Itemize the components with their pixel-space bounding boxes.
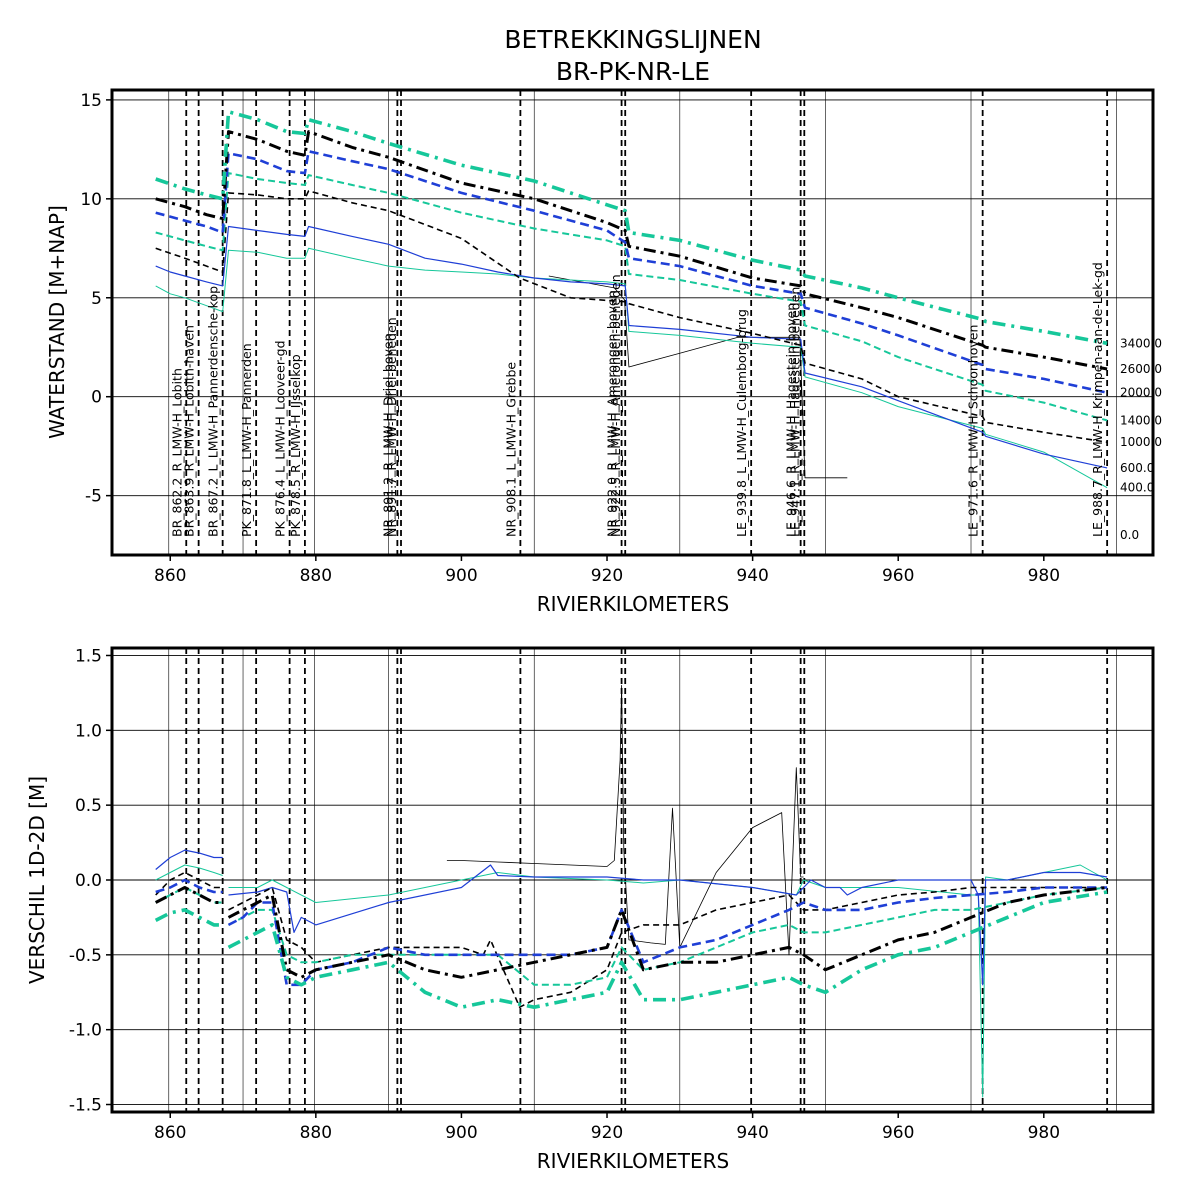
x-tick-label: 960 bbox=[882, 566, 914, 586]
y-tick-label: 0.0 bbox=[75, 871, 102, 891]
series-line-green-dashdot bbox=[154, 890, 1108, 1009]
x-tick-label: 980 bbox=[1028, 1123, 1060, 1143]
bottom-panel-verschil: 1.5 1.0 0.5 0.0 -0.5 -1.0 -1.5 860 880 900 920 940 9… bbox=[69, 646, 1155, 1143]
series-line-black-dash bbox=[155, 190, 1108, 443]
x-tick-label: 860 bbox=[154, 1123, 186, 1143]
series-line-black-dashdot bbox=[155, 886, 1108, 979]
series-lines bbox=[155, 110, 1108, 489]
x-tick-label: 880 bbox=[300, 1123, 332, 1143]
y-tick-label: 0.5 bbox=[75, 796, 102, 816]
series-line-green-dashdot bbox=[155, 110, 1108, 346]
series-line-black-thin bbox=[548, 275, 848, 479]
station-label: PK_871.8_L_LMW-H_Pannerden bbox=[239, 343, 254, 537]
discharge-label: 0.0 bbox=[1120, 528, 1139, 542]
y-tick-label: -0.5 bbox=[69, 946, 102, 966]
discharge-label: 1000.0 bbox=[1120, 435, 1162, 449]
top-y-axis-title: WATERSTAND [M+NAP] bbox=[45, 205, 69, 439]
bottom-x-axis-title: RIVIERKILOMETERS bbox=[537, 1149, 729, 1173]
station-label: LE_947.1_R_LMW-H_Hagestein-beneden bbox=[787, 287, 802, 537]
y-tick-label: 0 bbox=[91, 388, 102, 408]
plot-frame bbox=[110, 646, 1155, 1114]
discharge-label: 600.0 bbox=[1120, 461, 1154, 475]
series-line-blue-dash bbox=[155, 878, 1108, 987]
y-tick-label: -5 bbox=[85, 487, 102, 507]
x-tick-label: 900 bbox=[445, 566, 477, 586]
discharge-label: 400.0 bbox=[1120, 481, 1154, 495]
y-tick-label: 10 bbox=[80, 190, 102, 210]
series-line-green-thin bbox=[155, 864, 1108, 1098]
y-tick-label: -1.5 bbox=[69, 1096, 102, 1116]
grid: 15 10 5 0 -5 860 880 900 920 940 960 980 bbox=[80, 90, 1153, 586]
y-tick-label: 5 bbox=[91, 289, 102, 309]
station-label: NR_891.2_R_LMW-H_Driel-boven bbox=[380, 333, 395, 537]
station-label: BR_863.9_R_LMW-H_Lobith-haven bbox=[182, 325, 197, 537]
x-tick-label: 920 bbox=[591, 566, 623, 586]
x-tick-label: 980 bbox=[1028, 566, 1060, 586]
station-label: PK_876.4_L_LMW-H_Looveer-gd bbox=[273, 340, 288, 537]
discharge-label: 2000.0 bbox=[1120, 386, 1162, 400]
top-x-axis-title: RIVIERKILOMETERS bbox=[537, 592, 729, 616]
x-tick-label: 960 bbox=[882, 1123, 914, 1143]
discharge-label: 2600.0 bbox=[1120, 362, 1162, 376]
chart-title-line-2: BR-PK-NR-LE bbox=[556, 57, 710, 86]
series-line-blue-dash bbox=[155, 150, 1108, 394]
series-line-black-thin bbox=[446, 685, 804, 956]
x-tick-label: 860 bbox=[154, 566, 186, 586]
station-label: LE_988.7_R_LMW-H_Krimpen-aan-de-Lek-gd bbox=[1090, 262, 1105, 537]
station-label: BR_867.2_L_LMW-H_Pannerdensche-kop bbox=[206, 286, 221, 537]
grid: 1.5 1.0 0.5 0.0 -0.5 -1.0 -1.5 860 880 900 920 940 9… bbox=[69, 646, 1153, 1143]
x-tick-label: 900 bbox=[445, 1123, 477, 1143]
discharge-labels: 3400.0 2600.0 2000.0 1400.0 1000.0 600.0 400.0… bbox=[1120, 336, 1162, 542]
y-tick-label: 1.0 bbox=[75, 721, 102, 741]
series-lines bbox=[154, 685, 1108, 1098]
station-label: PK_878.5_R_LMW-H_IJsselkop bbox=[288, 354, 303, 537]
series-line-green-dash bbox=[155, 886, 1108, 986]
y-tick-label: -1.0 bbox=[69, 1021, 102, 1041]
series-line-blue-thin bbox=[155, 849, 1108, 986]
y-tick-label: 1.5 bbox=[75, 646, 102, 666]
station-label: LE_971.6_R_LMW-H_Schoonhoven bbox=[966, 325, 981, 537]
station-label: LE_946.6_R_LMW-H_Hagestein-boven bbox=[784, 303, 799, 537]
x-tick-label: 880 bbox=[300, 566, 332, 586]
station-labels: BR_862.2_R_LMW-H_LobithBR_863.9_R_LMW-H_… bbox=[169, 262, 1105, 537]
y-tick-label: 15 bbox=[80, 91, 102, 111]
x-tick-label: 940 bbox=[736, 1123, 768, 1143]
x-tick-label: 940 bbox=[736, 566, 768, 586]
station-label: BR_862.2_R_LMW-H_Lobith bbox=[169, 368, 184, 537]
x-tick-label: 920 bbox=[591, 1123, 623, 1143]
bottom-y-axis-title: VERSCHIL 1D-2D [M] bbox=[25, 776, 49, 984]
station-label: LE_939.8_L_LMW-H_Culemborg-brug bbox=[734, 309, 749, 537]
discharge-label: 1400.0 bbox=[1120, 413, 1162, 427]
station-label: NR_922.0_R_LMW-H_Amerongen-boven bbox=[605, 290, 620, 537]
top-panel-waterstand: 15 10 5 0 -5 860 880 900 920 940 960 980 BR_862.2_R_… bbox=[80, 88, 1162, 586]
station-label: NR_922.5_R_LMW-H_Amerongen-beneden bbox=[608, 274, 623, 537]
discharge-label: 3400.0 bbox=[1120, 336, 1162, 350]
series-line-black-dashdot bbox=[155, 130, 1108, 371]
station-label: NR_891.7_R_LMW-H_Driel-beneden bbox=[384, 317, 399, 537]
chart-title-line-1: BETREKKINGSLIJNEN bbox=[504, 25, 761, 54]
station-label: NR_908.1_L_LMW-H_Grebbe bbox=[503, 362, 518, 537]
plot-frame bbox=[110, 88, 1155, 557]
